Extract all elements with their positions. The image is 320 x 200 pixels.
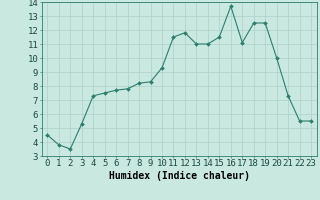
X-axis label: Humidex (Indice chaleur): Humidex (Indice chaleur) xyxy=(109,171,250,181)
